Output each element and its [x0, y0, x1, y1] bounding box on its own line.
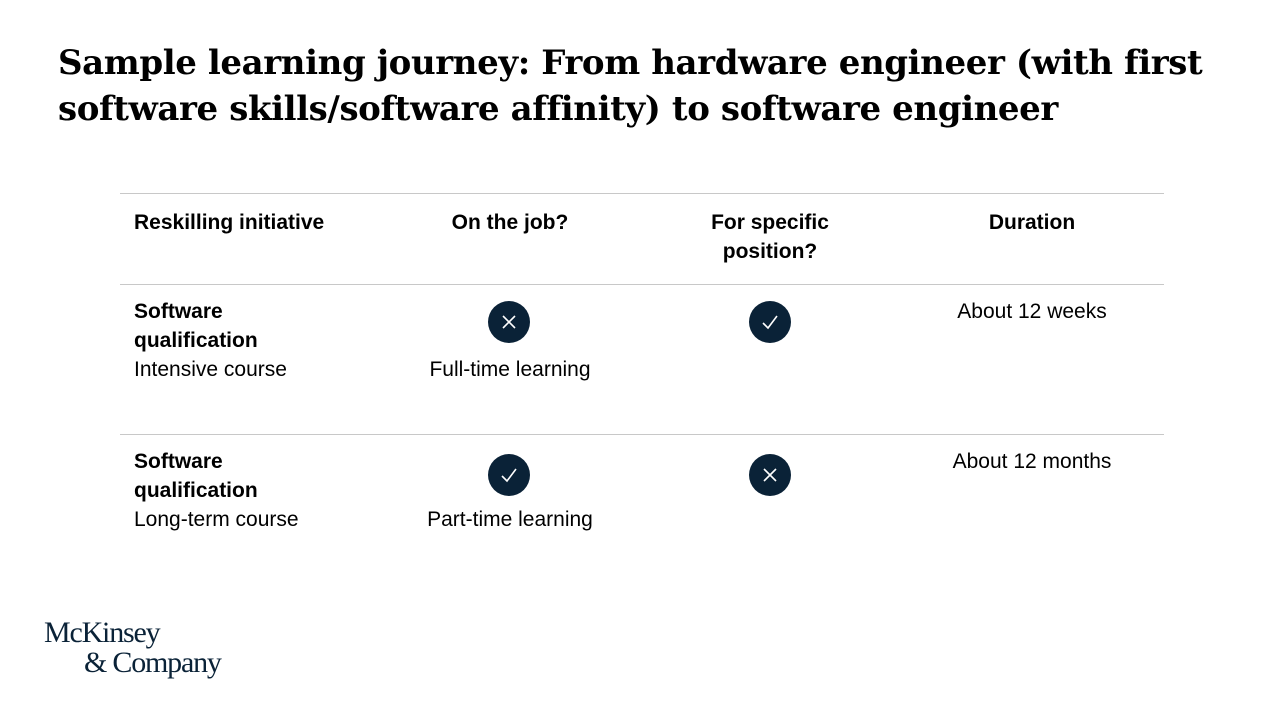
- initiative-subtitle: Intensive course: [134, 358, 287, 381]
- cross-icon: [488, 301, 530, 343]
- on-the-job-note: Full-time learning: [429, 358, 591, 381]
- column-header-on-the-job: On the job?: [451, 211, 569, 234]
- cross-icon: [749, 454, 791, 496]
- check-icon: [488, 454, 530, 496]
- header-divider: [120, 284, 1164, 285]
- column-header-initiative: Reskilling initiative: [134, 211, 325, 234]
- duration-value: About 12 weeks: [957, 300, 1107, 323]
- table-row-2-initiative: Software qualification Long-term course: [134, 447, 334, 534]
- logo-line-2: & Company: [84, 646, 222, 679]
- page-title: Sample learning journey: From hardware e…: [58, 43, 1203, 129]
- duration-value: About 12 months: [952, 450, 1112, 473]
- row-divider: [120, 434, 1164, 435]
- initiative-subtitle: Long-term course: [134, 508, 299, 531]
- table-row-1-initiative: Software qualification Intensive course: [134, 297, 314, 384]
- table-top-rule: [120, 193, 1164, 194]
- initiative-title: Software qualification: [134, 300, 258, 352]
- initiative-title: Software qualification: [134, 450, 258, 502]
- column-header-duration: Duration: [988, 211, 1076, 234]
- column-header-specific-position: For specific position?: [711, 211, 829, 263]
- check-icon: [749, 301, 791, 343]
- mckinsey-logo: McKinsey & Company: [44, 616, 222, 679]
- on-the-job-note: Part-time learning: [427, 508, 593, 531]
- logo-line-1: McKinsey: [44, 616, 161, 649]
